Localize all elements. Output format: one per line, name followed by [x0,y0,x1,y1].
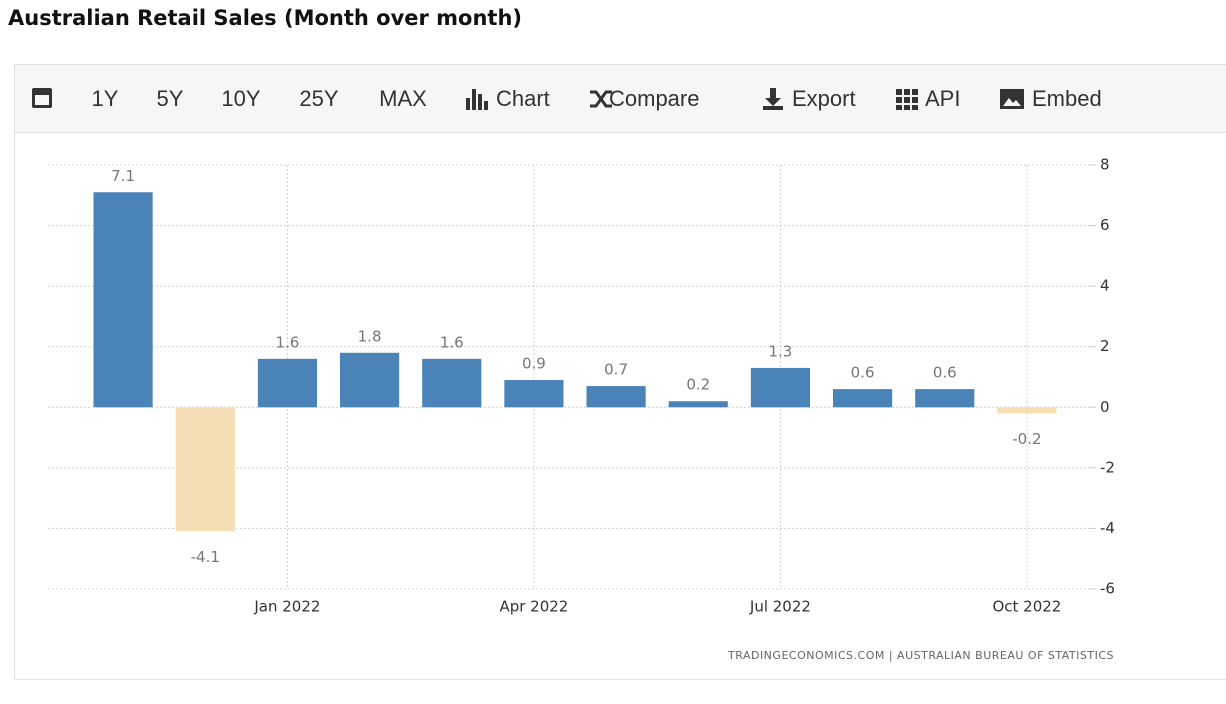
data-label: -4.1 [191,548,220,566]
chart-icon [472,89,476,110]
data-label: -0.2 [1012,430,1041,448]
api-icon [896,89,918,110]
bar [94,192,153,407]
toolbar-button[interactable]: API [925,86,960,111]
y-tick-label: 6 [1100,216,1110,234]
data-label: 1.6 [440,333,464,351]
bar [669,401,728,407]
toolbar-button[interactable]: Embed [1032,86,1102,111]
source-note: TRADINGECONOMICS.COM | AUSTRALIAN BUREAU… [727,649,1114,662]
bar [587,386,646,407]
toolbar-button[interactable]: Chart [496,86,550,111]
x-tick-label: Apr 2022 [499,598,568,616]
data-label: 0.6 [851,364,875,382]
bar [833,389,892,407]
y-tick-label: -6 [1100,580,1115,598]
bar [915,389,974,407]
data-label: 1.8 [358,327,382,345]
data-label: 0.2 [686,376,710,394]
y-tick-label: 2 [1100,337,1110,355]
bar [422,359,481,407]
bar [176,407,235,531]
y-tick-label: -4 [1100,519,1115,537]
bar [997,407,1056,413]
chart-icon [484,101,488,110]
x-tick-label: Jan 2022 [253,598,320,616]
bar [258,359,317,407]
data-label: 0.9 [522,355,546,373]
data-label: 0.6 [933,364,957,382]
bar [751,368,810,407]
data-label: 1.3 [768,342,792,360]
toolbar-button[interactable]: Compare [609,86,699,111]
x-tick-label: Oct 2022 [992,598,1061,616]
y-tick-label: -2 [1100,458,1115,476]
toolbar-button[interactable]: MAX [379,86,427,111]
chart-icon [466,98,470,110]
bar [340,353,399,408]
y-tick-label: 8 [1100,156,1110,174]
bar [504,380,563,407]
toolbar-button[interactable]: 25Y [299,86,338,111]
toolbar-button[interactable]: 10Y [221,86,260,111]
calendar-icon-inner [35,95,49,105]
page-title: Australian Retail Sales (Month over mont… [8,6,522,30]
chart-icon [478,94,482,110]
y-tick-label: 0 [1100,398,1110,416]
data-label: 0.7 [604,361,628,379]
x-tick-label: Jul 2022 [749,598,811,616]
toolbar-button[interactable]: 1Y [92,86,119,111]
data-label: 7.1 [111,167,135,185]
y-tick-label: 4 [1100,277,1110,295]
toolbar-button[interactable]: 5Y [157,86,184,111]
data-label: 1.6 [275,333,299,351]
toolbar-button[interactable]: Export [792,86,856,111]
